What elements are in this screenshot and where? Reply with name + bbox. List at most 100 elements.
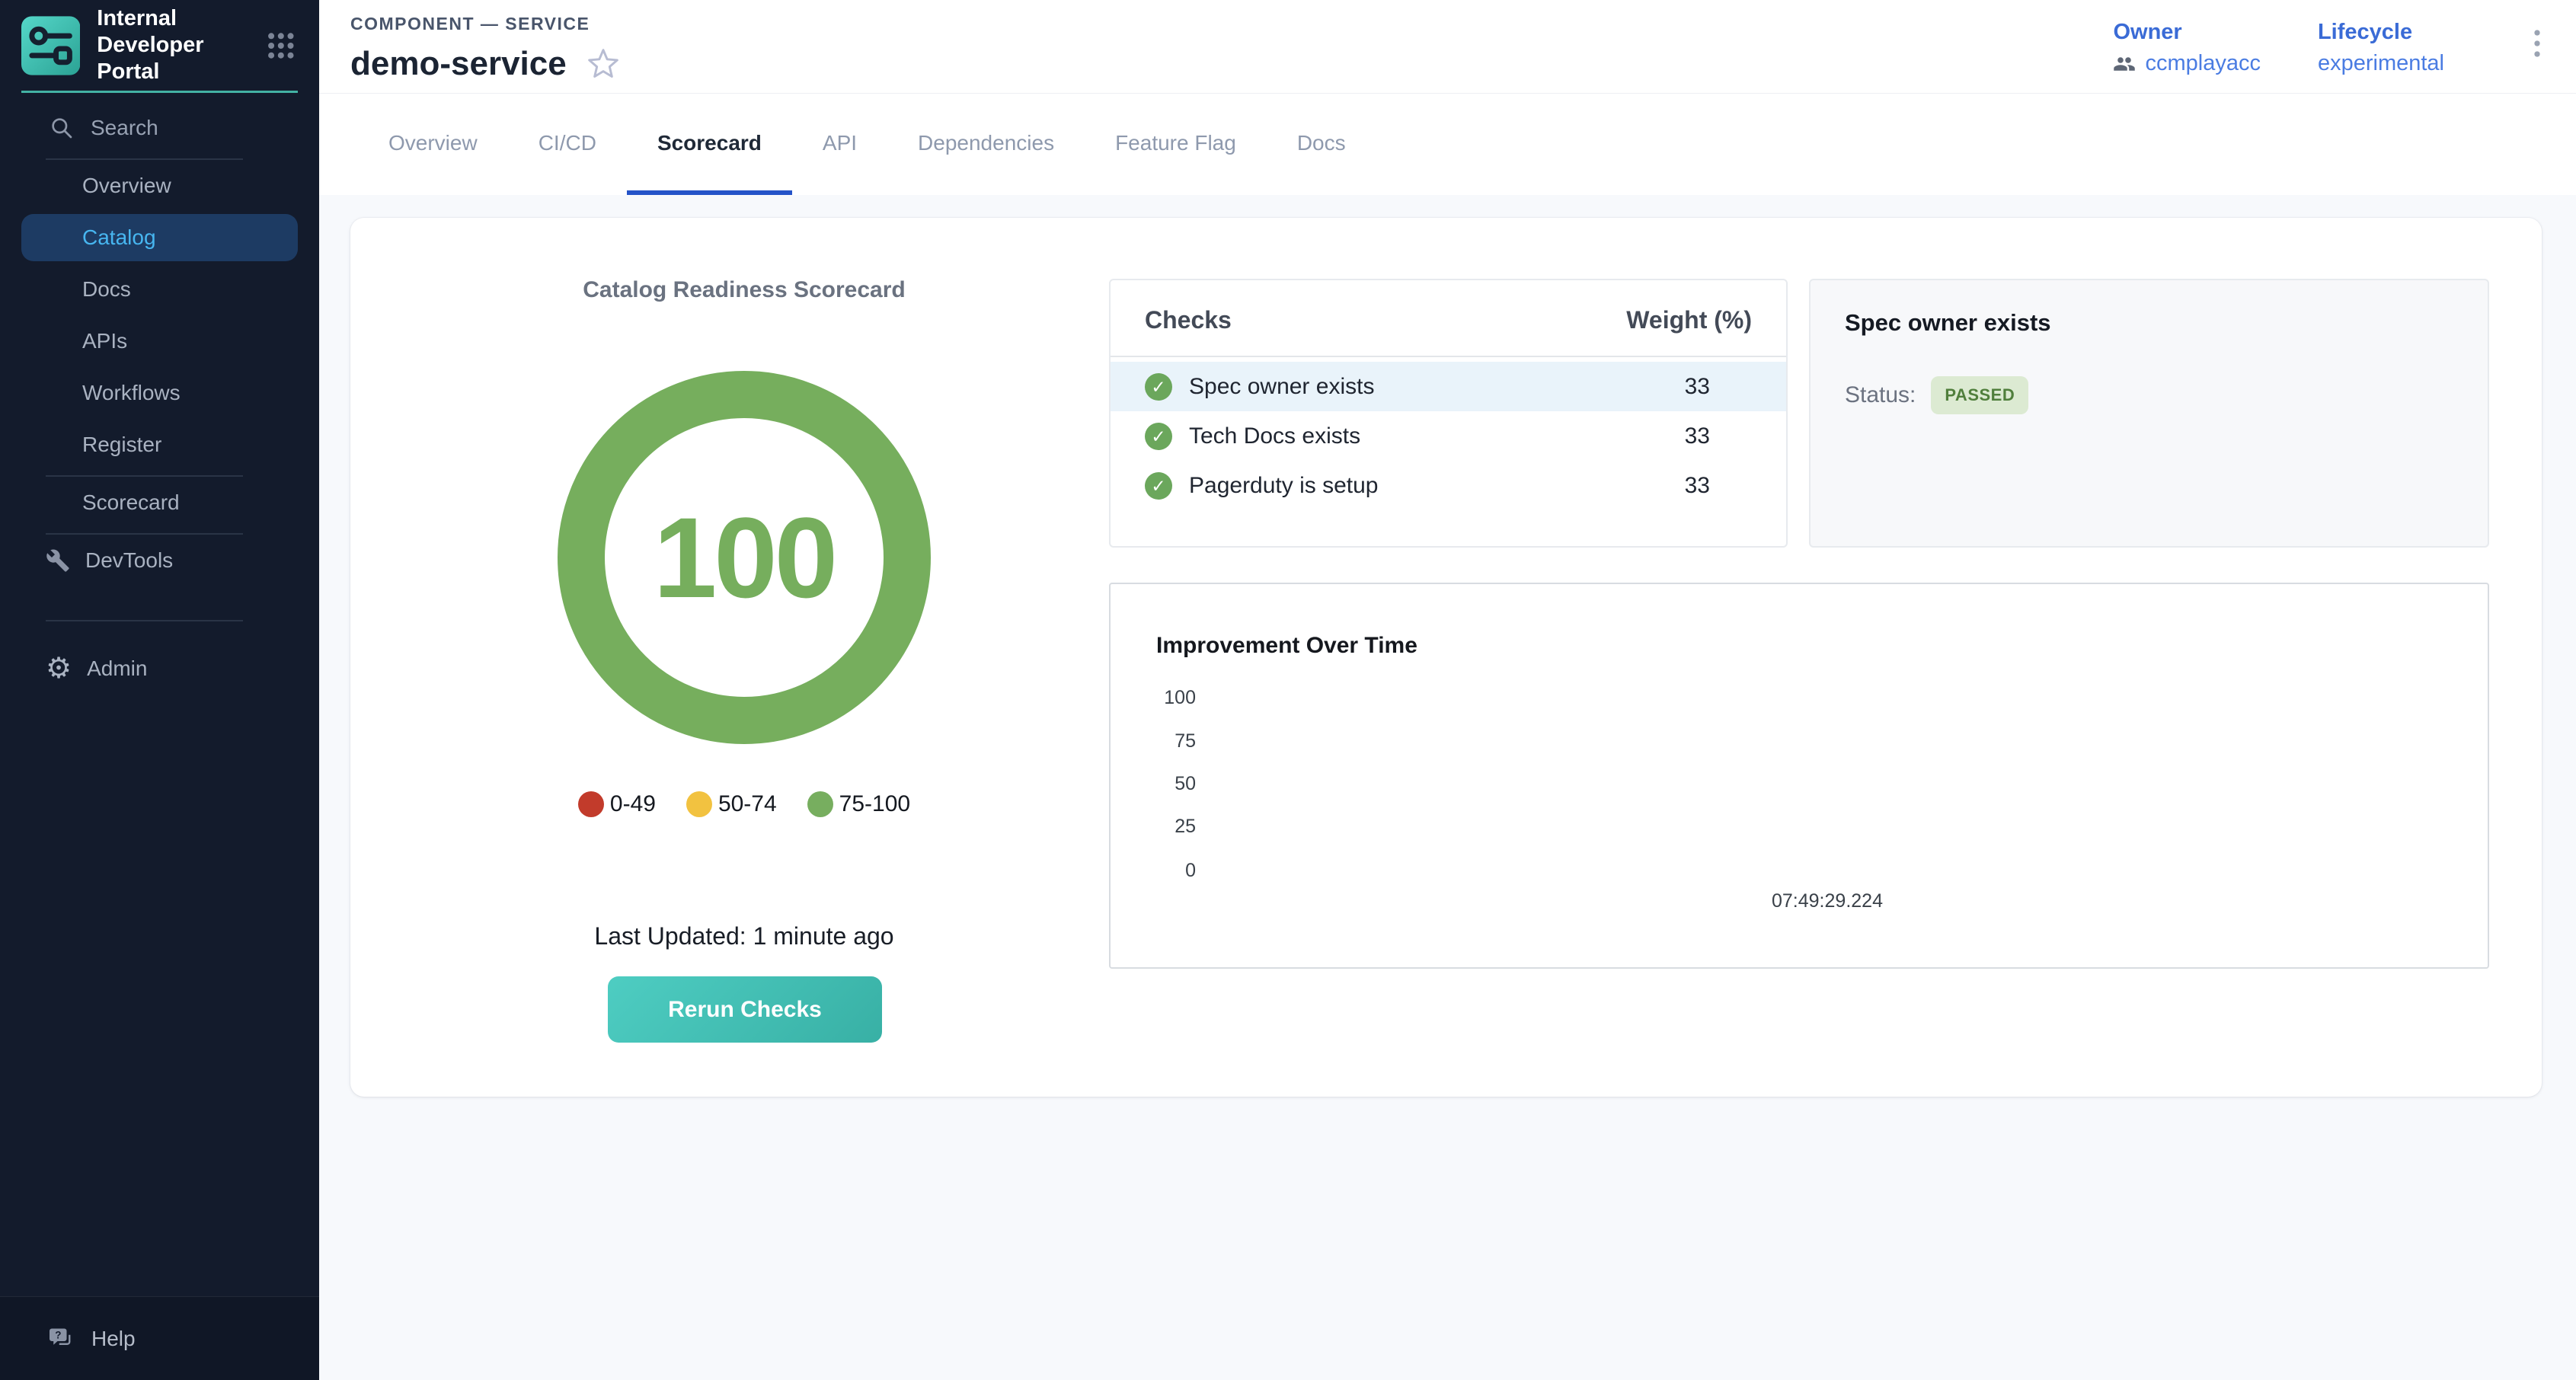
tab-dependencies[interactable]: Dependencies: [887, 94, 1085, 195]
check-detail-title: Spec owner exists: [1845, 309, 2453, 337]
score-legend: 0-49 50-74 75-100: [350, 791, 1138, 817]
help-chat-icon: ?: [47, 1325, 75, 1353]
tab-feature-flag[interactable]: Feature Flag: [1085, 94, 1267, 195]
checks-header-row: Checks Weight (%): [1111, 280, 1786, 356]
last-updated-text: Last Updated: 1 minute ago: [350, 922, 1138, 950]
brand-logo-icon: [21, 16, 80, 75]
check-passed-icon: [1145, 472, 1172, 500]
legend-item-yellow: 50-74: [686, 791, 777, 817]
sidebar-item-admin[interactable]: ⚙ Admin: [0, 643, 319, 695]
tab-scorecard[interactable]: Scorecard: [627, 94, 792, 195]
main-area: COMPONENT — SERVICE demo-service Owner c…: [319, 0, 2576, 1380]
y-axis-tick: 0: [1135, 860, 1196, 882]
sidebar-item-label: Workflows: [82, 381, 181, 405]
check-name: Pagerduty is setup: [1189, 473, 1600, 499]
scorecard-card: Catalog Readiness Scorecard 100 0-49 50-…: [350, 218, 2542, 1097]
y-axis-tick: 100: [1135, 687, 1196, 709]
entity-tabs: Overview CI/CD Scorecard API Dependencie…: [319, 94, 2576, 195]
tab-overview[interactable]: Overview: [358, 94, 508, 195]
sidebar-item-apis[interactable]: APIs: [0, 315, 319, 367]
tab-docs[interactable]: Docs: [1267, 94, 1376, 195]
brand: Internal Developer Portal: [0, 0, 319, 91]
lifecycle-value: experimental: [2318, 51, 2444, 76]
sidebar-item-label: Admin: [87, 656, 147, 681]
sidebar-item-label: APIs: [82, 329, 127, 353]
owner-link[interactable]: ccmplayacc: [2113, 51, 2261, 76]
sidebar-item-catalog[interactable]: Catalog: [21, 214, 298, 261]
sidebar-item-scorecard[interactable]: Scorecard: [0, 477, 319, 529]
sidebar-item-workflows[interactable]: Workflows: [0, 367, 319, 419]
improvement-chart-panel: Improvement Over Time 100 75 50 25 0 07:…: [1109, 583, 2489, 969]
tab-cicd[interactable]: CI/CD: [508, 94, 627, 195]
sidebar-divider: [46, 620, 243, 621]
page-title: demo-service: [350, 45, 567, 83]
chart-title: Improvement Over Time: [1156, 633, 1417, 659]
sidebar-item-label: Register: [82, 433, 161, 457]
check-weight: 33: [1600, 374, 1752, 400]
group-icon: [2113, 53, 2136, 75]
legend-label: 75-100: [839, 791, 910, 817]
brand-divider: [21, 91, 298, 93]
owner-label: Owner: [2113, 20, 2261, 45]
check-weight: 33: [1600, 473, 1752, 499]
y-axis-tick: 50: [1135, 773, 1196, 795]
legend-label: 0-49: [610, 791, 656, 817]
gauge-title: Catalog Readiness Scorecard: [350, 277, 1138, 303]
score-gauge: 100: [558, 371, 931, 744]
entity-meta: Owner ccmplayacc Lifecycle experimental: [2113, 20, 2542, 76]
svg-text:?: ?: [55, 1329, 61, 1340]
check-row-spec-owner[interactable]: Spec owner exists 33: [1111, 362, 1786, 411]
check-passed-icon: [1145, 423, 1172, 450]
sidebar-item-label: Scorecard: [82, 490, 180, 515]
more-options-kebab-icon[interactable]: [2532, 20, 2542, 59]
check-weight: 33: [1600, 423, 1752, 449]
sidebar-item-label: Help: [91, 1327, 136, 1351]
owner-value: ccmplayacc: [2145, 51, 2261, 76]
sidebar-item-label: Docs: [82, 277, 131, 302]
sidebar-item-label: Overview: [82, 174, 171, 198]
check-passed-icon: [1145, 373, 1172, 401]
wrench-icon: [46, 548, 70, 573]
weight-header: Weight (%): [1600, 306, 1752, 334]
checks-panel: Checks Weight (%) Spec owner exists 33 T…: [1109, 279, 1788, 548]
lifecycle-block: Lifecycle experimental: [2318, 20, 2444, 76]
status-label: Status:: [1845, 382, 1916, 408]
app-root: Internal Developer Portal Search Overvie…: [0, 0, 2576, 1380]
green-dot-icon: [807, 791, 833, 817]
gear-icon: ⚙: [46, 654, 72, 683]
sidebar-item-register[interactable]: Register: [0, 419, 319, 471]
score-value: 100: [654, 492, 835, 624]
legend-item-red: 0-49: [578, 791, 656, 817]
apps-grid-icon[interactable]: [264, 29, 298, 62]
sidebar-item-help[interactable]: ? Help: [0, 1296, 319, 1380]
sidebar-search-label: Search: [91, 116, 158, 140]
tab-api[interactable]: API: [792, 94, 887, 195]
sidebar-nav: Overview Catalog Docs APIs Workflows Reg…: [0, 160, 319, 471]
check-row-pagerduty[interactable]: Pagerduty is setup 33: [1111, 461, 1786, 510]
check-row-tech-docs[interactable]: Tech Docs exists 33: [1111, 411, 1786, 461]
y-axis-tick: 75: [1135, 730, 1196, 752]
rerun-checks-button[interactable]: Rerun Checks: [608, 976, 882, 1043]
sidebar-item-docs[interactable]: Docs: [0, 264, 319, 315]
red-dot-icon: [578, 791, 604, 817]
search-icon: [50, 116, 74, 140]
sidebar-item-overview[interactable]: Overview: [0, 160, 319, 212]
sidebar-item-label: Catalog: [82, 225, 156, 250]
checks-header: Checks: [1145, 306, 1232, 334]
status-badge: PASSED: [1931, 376, 2028, 414]
sidebar-item-label: DevTools: [85, 548, 173, 573]
sidebar-item-devtools[interactable]: DevTools: [0, 535, 319, 586]
x-axis-tick: 07:49:29.224: [1763, 890, 1892, 912]
status-row: Status: PASSED: [1845, 376, 2453, 414]
check-name: Tech Docs exists: [1189, 423, 1600, 449]
star-favorite-icon[interactable]: [586, 47, 620, 81]
yellow-dot-icon: [686, 791, 712, 817]
legend-item-green: 75-100: [807, 791, 910, 817]
sidebar-search[interactable]: Search: [0, 102, 319, 154]
owner-block: Owner ccmplayacc: [2113, 20, 2261, 76]
check-name: Spec owner exists: [1189, 374, 1600, 400]
sidebar: Internal Developer Portal Search Overvie…: [0, 0, 319, 1380]
y-axis-tick: 25: [1135, 816, 1196, 838]
checks-rows: Spec owner exists 33 Tech Docs exists 33…: [1111, 357, 1786, 510]
legend-label: 50-74: [718, 791, 777, 817]
